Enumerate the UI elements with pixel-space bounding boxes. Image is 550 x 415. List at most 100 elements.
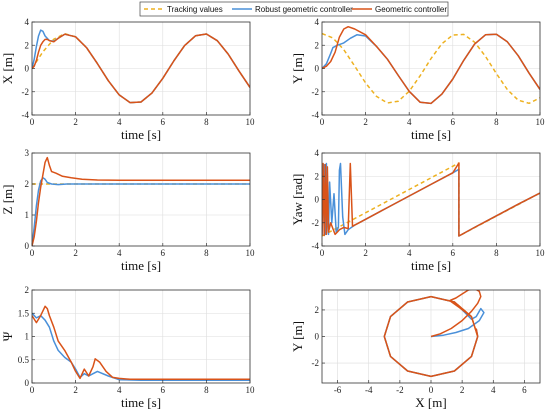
- series-line-yaw-2: [322, 162, 540, 237]
- ytick-label-x-2: 0: [25, 64, 30, 74]
- ytick-label-z-0: 0: [25, 241, 30, 251]
- xtick-label-psi-1: 2: [73, 385, 78, 395]
- ytick-label-x-3: 2: [25, 40, 30, 50]
- xtick-label-xy-4: 2: [460, 385, 465, 395]
- ytick-label-psi-3: 1.5: [18, 308, 30, 318]
- ytick-label-z-3: 3: [25, 148, 30, 158]
- series-group-yaw: [322, 162, 540, 237]
- ylabel-z: Z [m]: [0, 185, 15, 215]
- xtick-label-z-4: 8: [204, 248, 209, 258]
- ytick-label-y-0: -4: [312, 110, 320, 120]
- ylabel-xy: Y [m]: [290, 321, 305, 352]
- series-line-x-2: [32, 33, 250, 104]
- xtick-label-x-2: 4: [117, 117, 122, 127]
- xtick-label-x-1: 2: [73, 117, 78, 127]
- xtick-label-psi-5: 10: [246, 385, 256, 395]
- series-group-xy: [383, 290, 485, 378]
- xtick-label-y-4: 8: [494, 117, 499, 127]
- xtick-label-z-0: 0: [30, 248, 35, 258]
- ytick-label-z-2: 2: [25, 179, 30, 189]
- subplot-psi: 0 2 4 6 8 10 0 0.5 1 1.5 2 time [s] Ψ: [0, 285, 255, 410]
- xtick-label-x-5: 10: [246, 117, 256, 127]
- xtick-label-y-5: 10: [536, 117, 546, 127]
- ytick-label-yaw-0: -4: [312, 241, 320, 251]
- xtick-label-yaw-5: 10: [536, 248, 546, 258]
- axes-box-z: [31, 152, 251, 247]
- xtick-label-y-3: 6: [451, 117, 456, 127]
- xlabel-x: time [s]: [121, 127, 161, 142]
- xtick-label-xy-1: -4: [365, 385, 373, 395]
- ytick-label-x-4: 4: [25, 17, 30, 27]
- series-line-psi-0: [32, 312, 250, 381]
- xtick-label-xy-5: 4: [491, 385, 496, 395]
- xlabel-psi: time [s]: [121, 395, 161, 410]
- ytick-label-xy-1: 0: [315, 332, 320, 342]
- xtick-label-yaw-3: 6: [451, 248, 456, 258]
- xtick-label-x-4: 8: [204, 117, 209, 127]
- series-line-xy-2: [383, 290, 482, 378]
- legend-box: [139, 1, 449, 17]
- ytick-label-yaw-4: 4: [315, 148, 320, 158]
- series-line-z-1: [32, 177, 250, 246]
- xtick-label-psi-2: 4: [117, 385, 122, 395]
- subplot-xy: -6 -4 -2 0 2 4 6 -2 0 2 X [m] Y [m]: [290, 289, 541, 410]
- series-line-y-2: [322, 25, 540, 105]
- subplot-z: 0 2 4 6 8 10 0 1 2 3 time [s] Z [m]: [0, 148, 255, 273]
- legend-label-robust: Robust geometric controller: [255, 5, 353, 14]
- legend: Tracking values Robust geometric control…: [139, 1, 449, 17]
- series-line-z-2: [32, 156, 250, 246]
- ylabel-y: Y [m]: [290, 53, 305, 84]
- xtick-label-yaw-1: 2: [363, 248, 368, 258]
- ytick-label-yaw-1: -2: [312, 218, 320, 228]
- xtick-label-z-1: 2: [73, 248, 78, 258]
- xtick-label-yaw-2: 4: [407, 248, 412, 258]
- legend-label-tracking: Tracking values: [167, 5, 223, 14]
- xlabel-y: time [s]: [411, 127, 451, 142]
- ytick-label-xy-2: 2: [315, 305, 320, 315]
- xtick-label-y-0: 0: [320, 117, 325, 127]
- xlabel-z: time [s]: [121, 258, 161, 273]
- xtick-label-z-2: 4: [117, 248, 122, 258]
- series-group-psi: [32, 305, 250, 381]
- xtick-label-xy-2: -2: [396, 385, 404, 395]
- ytick-label-psi-1: 0.5: [18, 355, 30, 365]
- ytick-label-psi-2: 1: [25, 332, 30, 342]
- ylabel-psi: Ψ: [0, 331, 15, 341]
- xtick-label-y-2: 4: [407, 117, 412, 127]
- ytick-label-xy-0: -2: [312, 358, 320, 368]
- xtick-label-xy-0: -6: [334, 385, 342, 395]
- xtick-label-psi-3: 6: [161, 385, 166, 395]
- series-group-z: [32, 156, 250, 246]
- xtick-label-psi-4: 8: [204, 385, 209, 395]
- xtick-label-yaw-0: 0: [320, 248, 325, 258]
- ytick-label-yaw-2: 0: [315, 195, 320, 205]
- series-line-y-0: [322, 32, 540, 105]
- ytick-label-x-1: -2: [22, 87, 30, 97]
- xlabel-yaw: time [s]: [411, 258, 451, 273]
- xlabel-xy: X [m]: [415, 395, 446, 410]
- xtick-label-psi-0: 0: [30, 385, 35, 395]
- ytick-label-y-1: -2: [312, 87, 320, 97]
- xtick-label-x-0: 0: [30, 117, 35, 127]
- ytick-label-yaw-3: 2: [315, 171, 320, 181]
- ytick-label-y-4: 4: [315, 17, 320, 27]
- xtick-label-yaw-4: 8: [494, 248, 499, 258]
- xtick-label-z-3: 6: [161, 248, 166, 258]
- series-group-x: [32, 29, 250, 104]
- ytick-label-y-2: 0: [315, 64, 320, 74]
- series-line-x-0: [32, 32, 250, 104]
- xtick-label-z-5: 10: [246, 248, 256, 258]
- ytick-label-psi-0: 0: [25, 378, 30, 388]
- xtick-label-y-1: 2: [363, 117, 368, 127]
- ytick-label-z-1: 1: [25, 210, 30, 220]
- series-line-y-1: [322, 33, 540, 105]
- ytick-label-x-0: -4: [22, 110, 30, 120]
- ytick-label-psi-4: 2: [25, 285, 30, 295]
- ytick-label-y-3: 2: [315, 40, 320, 50]
- xtick-label-x-3: 6: [161, 117, 166, 127]
